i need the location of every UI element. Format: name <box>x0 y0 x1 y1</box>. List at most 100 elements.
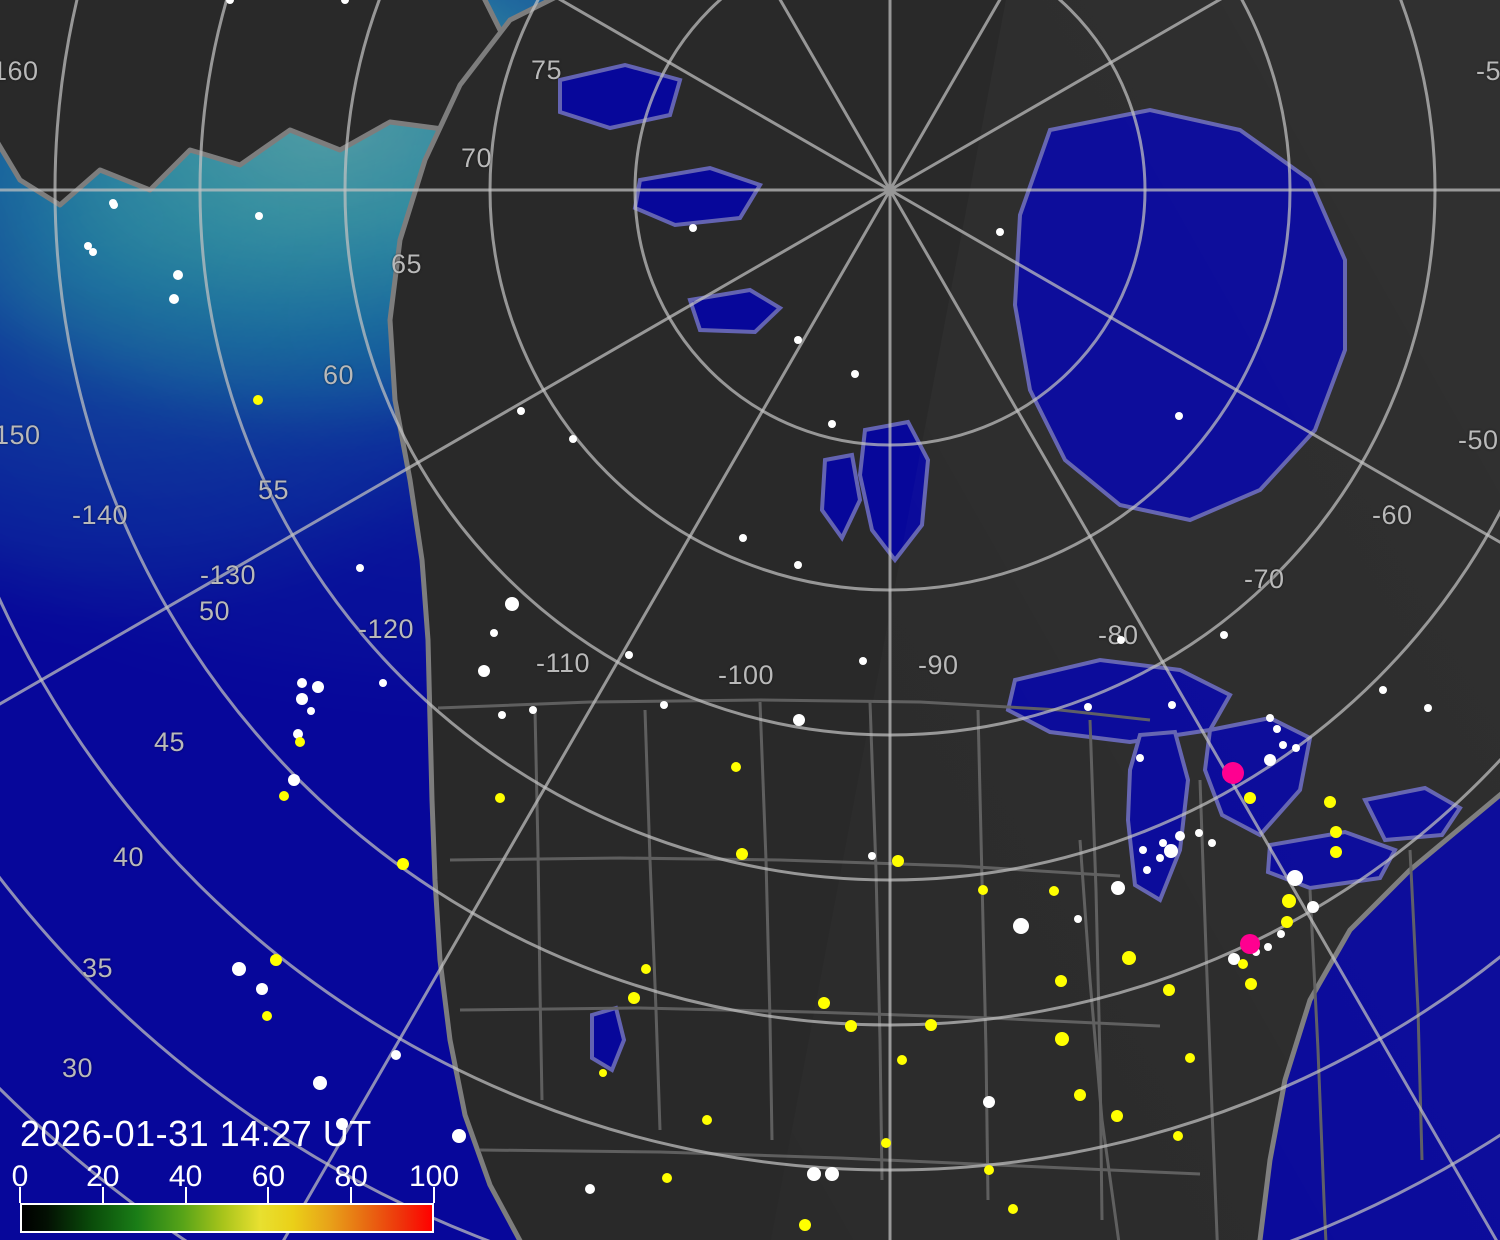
station-marker[interactable] <box>851 370 859 378</box>
station-marker[interactable] <box>984 1165 994 1175</box>
station-marker[interactable] <box>1240 934 1260 954</box>
station-marker[interactable] <box>660 701 668 709</box>
station-marker[interactable] <box>1163 984 1175 996</box>
station-marker[interactable] <box>736 848 748 860</box>
station-marker[interactable] <box>529 706 537 714</box>
station-marker[interactable] <box>1266 714 1274 722</box>
station-marker[interactable] <box>799 1219 811 1231</box>
station-marker[interactable] <box>1228 953 1240 965</box>
station-marker[interactable] <box>336 1118 348 1130</box>
station-marker[interactable] <box>1238 959 1248 969</box>
station-marker[interactable] <box>505 597 519 611</box>
station-marker[interactable] <box>569 435 577 443</box>
station-marker[interactable] <box>825 1167 839 1181</box>
station-marker[interactable] <box>1084 703 1092 711</box>
station-marker[interactable] <box>296 693 308 705</box>
station-marker[interactable] <box>1330 826 1342 838</box>
station-marker[interactable] <box>1264 943 1272 951</box>
station-marker[interactable] <box>625 651 633 659</box>
station-marker[interactable] <box>1168 701 1176 709</box>
station-marker[interactable] <box>1136 754 1144 762</box>
station-marker[interactable] <box>288 774 300 786</box>
station-marker[interactable] <box>1277 930 1285 938</box>
station-marker[interactable] <box>1244 792 1256 804</box>
station-marker[interactable] <box>89 248 97 256</box>
station-marker[interactable] <box>1173 1131 1183 1141</box>
station-marker[interactable] <box>293 729 303 739</box>
station-marker[interactable] <box>490 629 498 637</box>
station-marker[interactable] <box>253 395 263 405</box>
station-marker[interactable] <box>279 791 289 801</box>
station-marker[interactable] <box>662 1173 672 1183</box>
station-marker[interactable] <box>868 852 876 860</box>
station-marker[interactable] <box>1164 844 1178 858</box>
station-marker[interactable] <box>1159 839 1167 847</box>
station-marker[interactable] <box>1222 762 1244 784</box>
station-marker[interactable] <box>739 534 747 542</box>
station-marker[interactable] <box>1307 901 1319 913</box>
station-marker[interactable] <box>1139 846 1147 854</box>
station-marker[interactable] <box>881 1138 891 1148</box>
station-marker[interactable] <box>270 954 282 966</box>
station-marker[interactable] <box>356 564 364 572</box>
station-marker[interactable] <box>585 1184 595 1194</box>
station-marker[interactable] <box>478 665 490 677</box>
station-marker[interactable] <box>391 1050 401 1060</box>
station-marker[interactable] <box>1055 975 1067 987</box>
station-marker[interactable] <box>1245 978 1257 990</box>
station-marker[interactable] <box>892 855 904 867</box>
station-marker[interactable] <box>1055 1032 1069 1046</box>
station-marker[interactable] <box>1220 631 1228 639</box>
station-marker[interactable] <box>628 992 640 1004</box>
station-marker[interactable] <box>517 407 525 415</box>
station-marker[interactable] <box>341 0 349 4</box>
station-marker[interactable] <box>1074 915 1082 923</box>
station-marker[interactable] <box>1175 831 1185 841</box>
station-marker[interactable] <box>297 678 307 688</box>
station-marker[interactable] <box>313 1076 327 1090</box>
station-marker[interactable] <box>859 657 867 665</box>
station-marker[interactable] <box>641 964 651 974</box>
station-marker[interactable] <box>978 885 988 895</box>
station-marker[interactable] <box>1156 854 1164 862</box>
station-marker[interactable] <box>996 228 1004 236</box>
station-marker[interactable] <box>84 242 92 250</box>
station-marker[interactable] <box>1185 1053 1195 1063</box>
station-marker[interactable] <box>495 793 505 803</box>
station-marker[interactable] <box>1143 866 1151 874</box>
station-marker[interactable] <box>807 1167 821 1181</box>
station-marker[interactable] <box>397 858 409 870</box>
station-marker[interactable] <box>1330 846 1342 858</box>
station-marker[interactable] <box>109 199 117 207</box>
station-marker[interactable] <box>1117 636 1125 644</box>
station-marker[interactable] <box>925 1019 937 1031</box>
station-marker[interactable] <box>379 679 387 687</box>
station-marker[interactable] <box>1264 754 1276 766</box>
station-marker[interactable] <box>255 212 263 220</box>
station-marker[interactable] <box>1287 870 1303 886</box>
station-marker[interactable] <box>818 997 830 1009</box>
station-marker[interactable] <box>793 714 805 726</box>
station-marker[interactable] <box>731 762 741 772</box>
station-marker[interactable] <box>845 1020 857 1032</box>
station-marker[interactable] <box>1273 725 1281 733</box>
station-marker[interactable] <box>1008 1204 1018 1214</box>
station-marker[interactable] <box>1175 412 1183 420</box>
station-marker[interactable] <box>498 711 506 719</box>
station-marker[interactable] <box>702 1115 712 1125</box>
station-marker[interactable] <box>1111 1110 1123 1122</box>
station-marker[interactable] <box>794 336 802 344</box>
station-marker[interactable] <box>1282 894 1296 908</box>
station-marker[interactable] <box>1122 951 1136 965</box>
station-marker[interactable] <box>256 983 268 995</box>
station-marker[interactable] <box>1111 881 1125 895</box>
station-marker[interactable] <box>689 224 697 232</box>
station-marker[interactable] <box>1208 839 1216 847</box>
station-marker[interactable] <box>1424 704 1432 712</box>
station-marker[interactable] <box>1292 744 1300 752</box>
station-marker[interactable] <box>1049 886 1059 896</box>
station-marker[interactable] <box>262 1011 272 1021</box>
station-marker[interactable] <box>1279 741 1287 749</box>
station-marker[interactable] <box>232 962 246 976</box>
station-marker[interactable] <box>897 1055 907 1065</box>
